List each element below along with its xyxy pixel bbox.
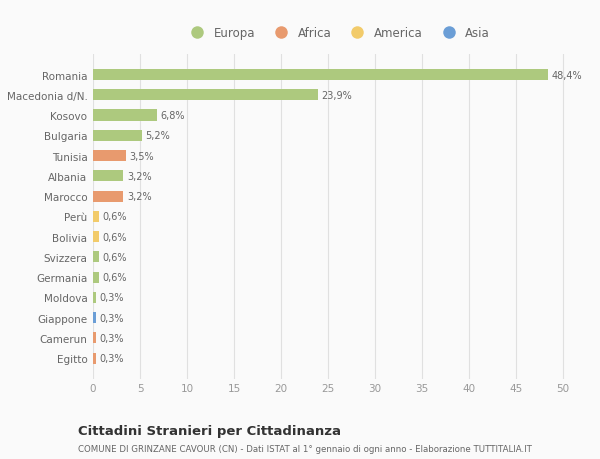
Text: 48,4%: 48,4% bbox=[552, 70, 583, 80]
Text: 3,2%: 3,2% bbox=[127, 192, 151, 202]
Bar bbox=[93, 272, 98, 283]
Bar bbox=[93, 292, 96, 303]
Bar bbox=[93, 191, 123, 202]
Bar bbox=[93, 151, 126, 162]
Text: 0,6%: 0,6% bbox=[103, 252, 127, 262]
Bar bbox=[93, 313, 96, 324]
Text: 23,9%: 23,9% bbox=[322, 90, 352, 101]
Text: Cittadini Stranieri per Cittadinanza: Cittadini Stranieri per Cittadinanza bbox=[78, 425, 341, 437]
Bar bbox=[93, 353, 96, 364]
Bar bbox=[93, 70, 548, 81]
Bar bbox=[93, 252, 98, 263]
Text: 0,3%: 0,3% bbox=[100, 293, 124, 303]
Text: 3,2%: 3,2% bbox=[127, 172, 151, 181]
Text: COMUNE DI GRINZANE CAVOUR (CN) - Dati ISTAT al 1° gennaio di ogni anno - Elabora: COMUNE DI GRINZANE CAVOUR (CN) - Dati IS… bbox=[78, 444, 532, 453]
Bar bbox=[93, 110, 157, 121]
Bar bbox=[93, 231, 98, 243]
Legend: Europa, Africa, America, Asia: Europa, Africa, America, Asia bbox=[181, 22, 494, 45]
Bar bbox=[93, 130, 142, 141]
Text: 6,8%: 6,8% bbox=[161, 111, 185, 121]
Bar bbox=[93, 90, 318, 101]
Text: 0,3%: 0,3% bbox=[100, 353, 124, 364]
Text: 0,6%: 0,6% bbox=[103, 232, 127, 242]
Bar bbox=[93, 211, 98, 223]
Bar bbox=[93, 171, 123, 182]
Text: 0,6%: 0,6% bbox=[103, 273, 127, 283]
Text: 0,3%: 0,3% bbox=[100, 313, 124, 323]
Text: 0,3%: 0,3% bbox=[100, 333, 124, 343]
Text: 5,2%: 5,2% bbox=[146, 131, 170, 141]
Text: 0,6%: 0,6% bbox=[103, 212, 127, 222]
Bar bbox=[93, 333, 96, 344]
Text: 3,5%: 3,5% bbox=[130, 151, 154, 161]
